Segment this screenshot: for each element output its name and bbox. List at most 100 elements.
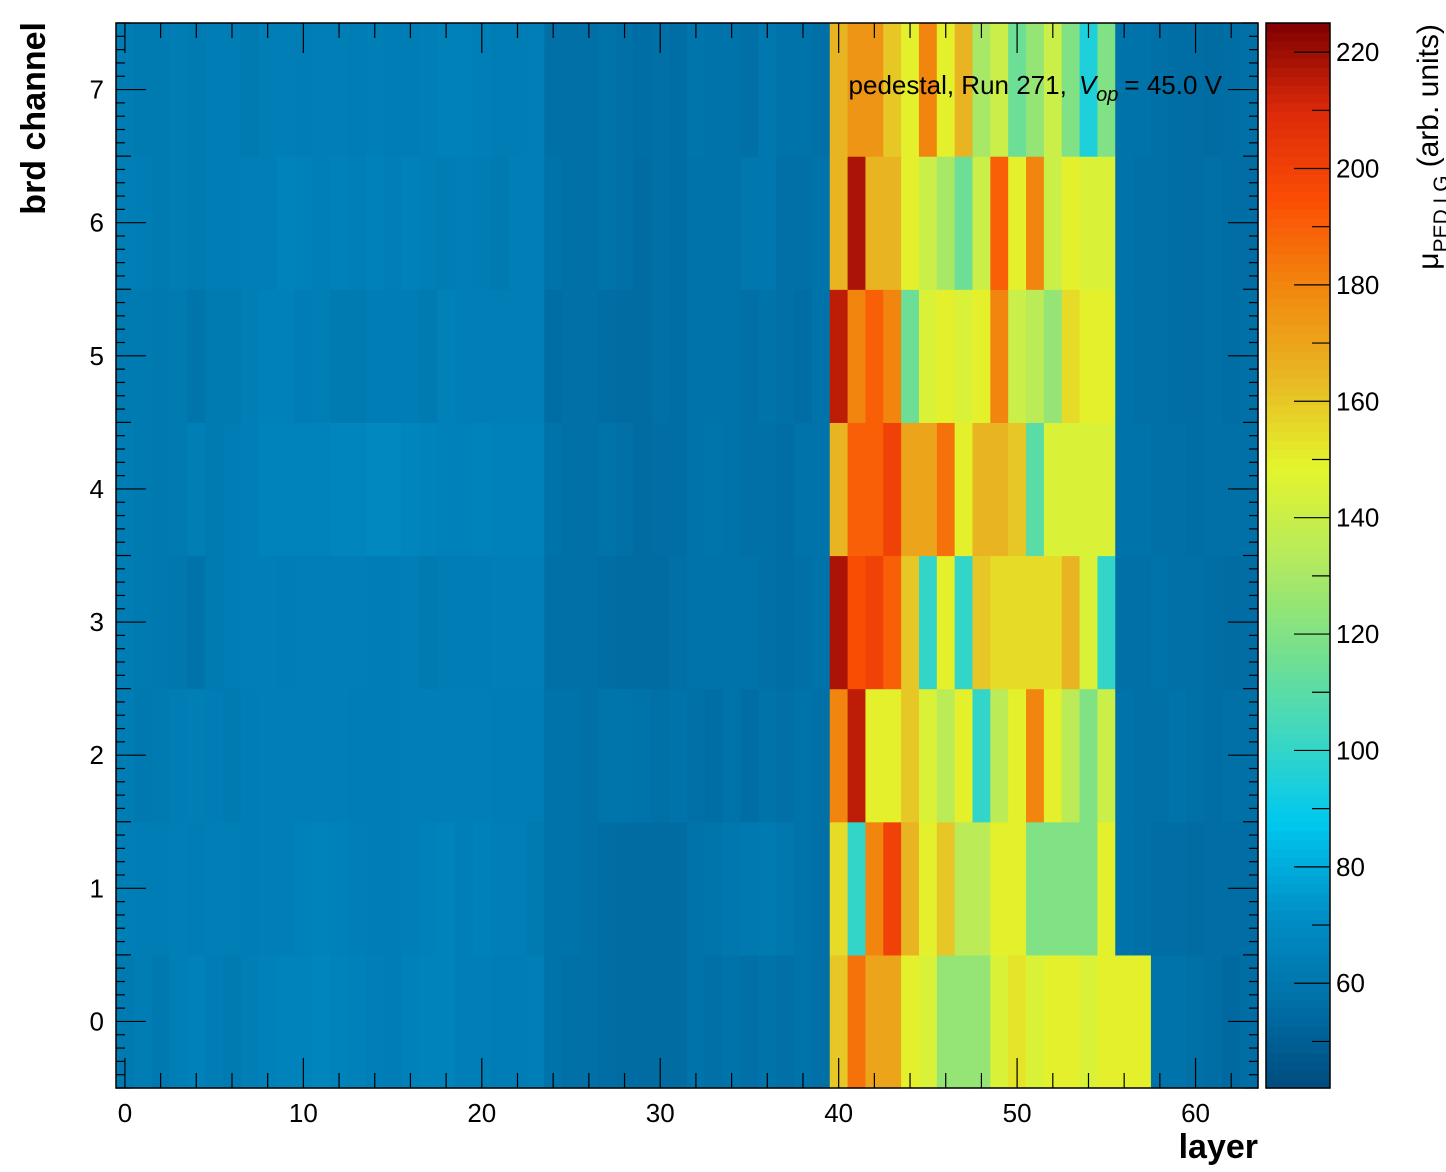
heatmap-cell bbox=[865, 422, 884, 557]
heatmap-cell bbox=[1008, 156, 1027, 290]
palette-band bbox=[1266, 138, 1330, 148]
y-tick-label: 0 bbox=[90, 1006, 104, 1036]
heatmap-cell bbox=[240, 23, 260, 157]
palette-band bbox=[1266, 981, 1330, 991]
heatmap-cell bbox=[597, 688, 617, 823]
heatmap-cell bbox=[901, 688, 920, 823]
heatmap-cell bbox=[1168, 688, 1188, 823]
heatmap-cell bbox=[383, 954, 403, 1089]
heatmap-cell bbox=[1043, 954, 1063, 1089]
heatmap-cell bbox=[472, 555, 492, 690]
z-tick-label: 180 bbox=[1336, 270, 1379, 300]
heatmap-cell bbox=[579, 954, 599, 1089]
heatmap-cell bbox=[490, 821, 510, 956]
heatmap-cell bbox=[794, 954, 813, 1089]
palette-band bbox=[1266, 591, 1330, 601]
heatmap-cell bbox=[829, 156, 849, 290]
palette-band bbox=[1266, 298, 1330, 308]
heatmap-cell bbox=[294, 555, 313, 690]
heatmap-cell bbox=[811, 555, 831, 690]
heatmap-cell bbox=[455, 156, 474, 290]
palette-band bbox=[1266, 546, 1330, 557]
heatmap-cell bbox=[455, 23, 474, 157]
heatmap-cell bbox=[597, 422, 617, 557]
palette-band bbox=[1266, 76, 1330, 86]
heatmap-cell bbox=[687, 954, 706, 1089]
heatmap-cell bbox=[544, 555, 563, 690]
heatmap-cell bbox=[365, 422, 385, 557]
palette-band bbox=[1266, 555, 1330, 565]
heatmap-cell bbox=[383, 23, 403, 157]
heatmap-cell bbox=[990, 821, 1009, 956]
heatmap-cell bbox=[1186, 156, 1206, 290]
heatmap-cell bbox=[722, 23, 742, 157]
heatmap-cell bbox=[704, 422, 724, 557]
palette-band bbox=[1266, 812, 1330, 823]
heatmap-cells bbox=[116, 23, 1259, 1089]
palette-band bbox=[1266, 910, 1330, 920]
heatmap-cell bbox=[169, 422, 188, 557]
heatmap-cell bbox=[865, 555, 884, 690]
palette-band bbox=[1266, 253, 1330, 264]
heatmap-cell bbox=[597, 23, 617, 157]
heatmap-cell bbox=[1133, 289, 1152, 423]
palette-band bbox=[1266, 1079, 1330, 1089]
heatmap-cell bbox=[187, 289, 206, 423]
color-palette-axis: 60 80 100 120 140 160 180 200 220 bbox=[1294, 37, 1379, 1043]
palette-band bbox=[1266, 94, 1330, 104]
palette-band bbox=[1266, 1017, 1330, 1027]
heatmap-cell bbox=[472, 954, 492, 1089]
palette-band bbox=[1266, 946, 1330, 956]
heatmap-cell bbox=[419, 156, 438, 290]
heatmap-cell bbox=[312, 688, 331, 823]
palette-band bbox=[1266, 23, 1330, 33]
heatmap-cell bbox=[579, 289, 599, 423]
heatmap-cell bbox=[1204, 555, 1223, 690]
heatmap-cell bbox=[758, 156, 777, 290]
z-tick-label: 120 bbox=[1336, 619, 1379, 649]
palette-band bbox=[1266, 804, 1330, 814]
heatmap-cell bbox=[401, 688, 420, 823]
heatmap-cell bbox=[490, 156, 510, 290]
heatmap-cell bbox=[1133, 954, 1152, 1089]
heatmap-cell bbox=[776, 156, 795, 290]
heatmap-cell bbox=[597, 156, 617, 290]
heatmap-cell bbox=[990, 289, 1009, 423]
palette-band bbox=[1266, 493, 1330, 503]
heatmap-cell bbox=[365, 954, 385, 1089]
heatmap-cell bbox=[472, 23, 492, 157]
heatmap-cell bbox=[1061, 821, 1081, 956]
heatmap-cell bbox=[365, 555, 385, 690]
heatmap-cell bbox=[740, 954, 759, 1089]
heatmap-cell bbox=[526, 422, 545, 557]
heatmap-cell bbox=[794, 23, 813, 157]
palette-band bbox=[1266, 466, 1330, 477]
palette-band bbox=[1266, 440, 1330, 450]
x-tick-label: 10 bbox=[289, 1098, 318, 1128]
palette-band bbox=[1266, 715, 1330, 725]
heatmap-cell bbox=[704, 156, 724, 290]
heatmap-cell bbox=[383, 289, 403, 423]
heatmap-cell bbox=[1079, 954, 1098, 1089]
palette-band bbox=[1266, 839, 1330, 849]
palette-band bbox=[1266, 49, 1330, 60]
heatmap-cell bbox=[669, 156, 688, 290]
palette-band bbox=[1266, 972, 1330, 983]
heatmap-cell bbox=[455, 821, 474, 956]
heatmap-cell bbox=[437, 289, 456, 423]
palette-band bbox=[1266, 724, 1330, 734]
palette-band bbox=[1266, 768, 1330, 778]
x-tick-label: 0 bbox=[118, 1098, 132, 1128]
heatmap-cell bbox=[1115, 954, 1134, 1089]
heatmap-cell bbox=[1150, 555, 1170, 690]
heatmap-cell bbox=[794, 289, 813, 423]
palette-band bbox=[1266, 236, 1330, 246]
heatmap-cell bbox=[419, 954, 438, 1089]
run-annotation: pedestal, Run 271, Vop = 45.0 V bbox=[849, 70, 1223, 106]
palette-band bbox=[1266, 1052, 1330, 1062]
heatmap-cell bbox=[1079, 289, 1098, 423]
heatmap-cell bbox=[223, 289, 242, 423]
heatmap-cell bbox=[490, 422, 510, 557]
heatmap-cell bbox=[472, 821, 492, 956]
heatmap-cell bbox=[1097, 954, 1116, 1089]
